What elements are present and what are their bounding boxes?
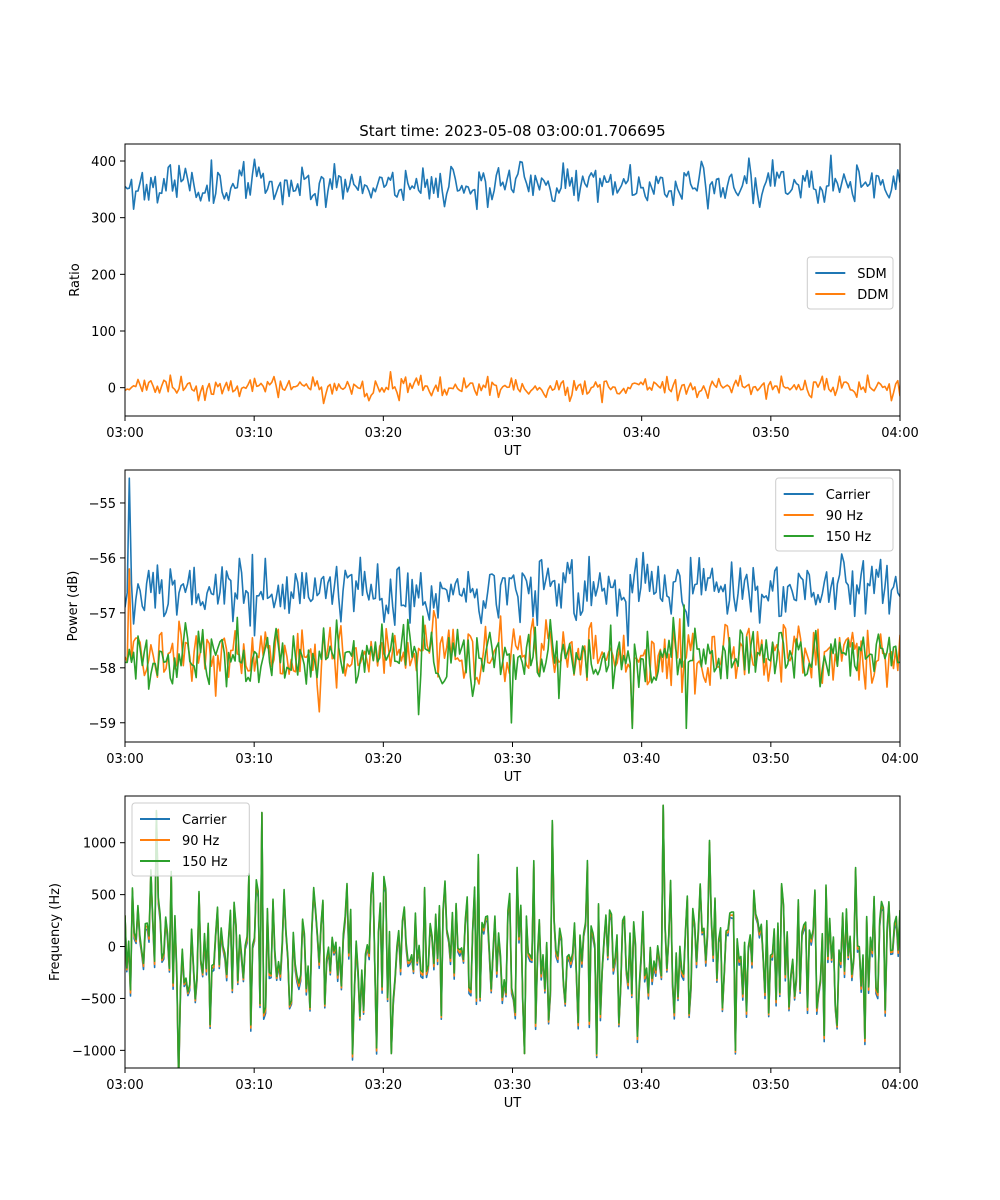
x-tick-label: 04:00	[881, 1078, 918, 1093]
chart-panel-3: 03:00 03:10 03:20 03:30 03:40 03:50 04:00 −1000…	[48, 795, 919, 1111]
y-tick-label: −500	[80, 992, 116, 1007]
chart-panel-1: 03:00 03:10 03:20 03:30 03:40 03:50 04:00 0 100 2…	[68, 122, 919, 459]
x-tick-label: 03:10	[235, 752, 272, 767]
x-axis-label: UT	[504, 1096, 522, 1111]
x-tick-label: 03:40	[623, 752, 660, 767]
chart-panel-2: 03:00 03:10 03:20 03:30 03:40 03:50 04:00 −59 −5…	[66, 469, 919, 785]
x-tick-label: 04:00	[881, 752, 918, 767]
x-tick-label: 03:30	[494, 426, 531, 441]
legend-label: 150 Hz	[182, 855, 228, 870]
y-tick-label: 500	[91, 889, 116, 904]
x-tick-label: 03:30	[494, 1078, 531, 1093]
y-tick-label: −57	[89, 607, 116, 622]
y-tick-label: −55	[89, 497, 116, 512]
chart-title: Start time: 2023-05-08 03:00:01.706695	[359, 122, 665, 140]
y-tick-label: 0	[108, 382, 116, 397]
y-tick-label: 200	[91, 268, 116, 283]
y-tick-label: 100	[91, 325, 116, 340]
x-tick-label: 03:50	[752, 1078, 789, 1093]
series-line-sdm	[125, 154, 900, 211]
y-tick-label: 400	[91, 155, 116, 170]
series-group	[125, 477, 900, 730]
y-tick-label: −59	[89, 717, 116, 732]
x-tick-label: 03:50	[752, 752, 789, 767]
legend: SDM DDM	[806, 256, 894, 310]
x-tick-label: 04:00	[881, 426, 918, 441]
y-tick-label: 300	[91, 212, 116, 227]
y-tick-label: −1000	[72, 1044, 116, 1059]
legend-label: Carrier	[182, 813, 227, 828]
legend-label: 90 Hz	[182, 834, 219, 849]
x-tick-label: 03:00	[106, 1078, 143, 1093]
x-tick-label: 03:10	[235, 426, 272, 441]
x-tick-label: 03:40	[623, 426, 660, 441]
x-tick-label: 03:50	[752, 426, 789, 441]
x-axis-label: UT	[504, 444, 522, 459]
legend-box	[806, 256, 894, 310]
series-line-ddm	[125, 371, 900, 405]
y-axis-label: Ratio	[68, 263, 83, 296]
series-line-90-hz	[125, 568, 900, 727]
legend-label: SDM	[857, 267, 886, 282]
legend: Carrier 90 Hz 150 Hz	[131, 802, 250, 877]
legend-box	[131, 802, 250, 877]
y-axis-label: Frequency (Hz)	[48, 883, 63, 981]
x-tick-label: 03:20	[365, 426, 402, 441]
series-line-150-hz	[125, 804, 900, 1068]
y-tick-label: 0	[108, 941, 116, 956]
series-group	[125, 804, 900, 1068]
x-tick-label: 03:40	[623, 1078, 660, 1093]
legend-label: 150 Hz	[826, 530, 872, 545]
series-line-carrier	[125, 477, 900, 647]
legend-label: Carrier	[826, 488, 871, 503]
x-tick-label: 03:10	[235, 1078, 272, 1093]
x-tick-label: 03:20	[365, 1078, 402, 1093]
y-axis-label: Power (dB)	[66, 571, 81, 642]
legend-box	[775, 477, 894, 552]
legend-label: 90 Hz	[826, 509, 863, 524]
series-group	[125, 154, 900, 405]
y-tick-label: −56	[89, 552, 116, 567]
x-tick-label: 03:00	[106, 426, 143, 441]
legend-label: DDM	[857, 288, 888, 303]
y-tick-label: −58	[89, 662, 116, 677]
x-axis-label: UT	[504, 770, 522, 785]
x-tick-label: 03:30	[494, 752, 531, 767]
x-tick-label: 03:20	[365, 752, 402, 767]
series-line-150-hz	[125, 604, 900, 730]
legend: Carrier 90 Hz 150 Hz	[775, 477, 894, 552]
x-tick-label: 03:00	[106, 752, 143, 767]
y-tick-label: 1000	[83, 837, 116, 852]
